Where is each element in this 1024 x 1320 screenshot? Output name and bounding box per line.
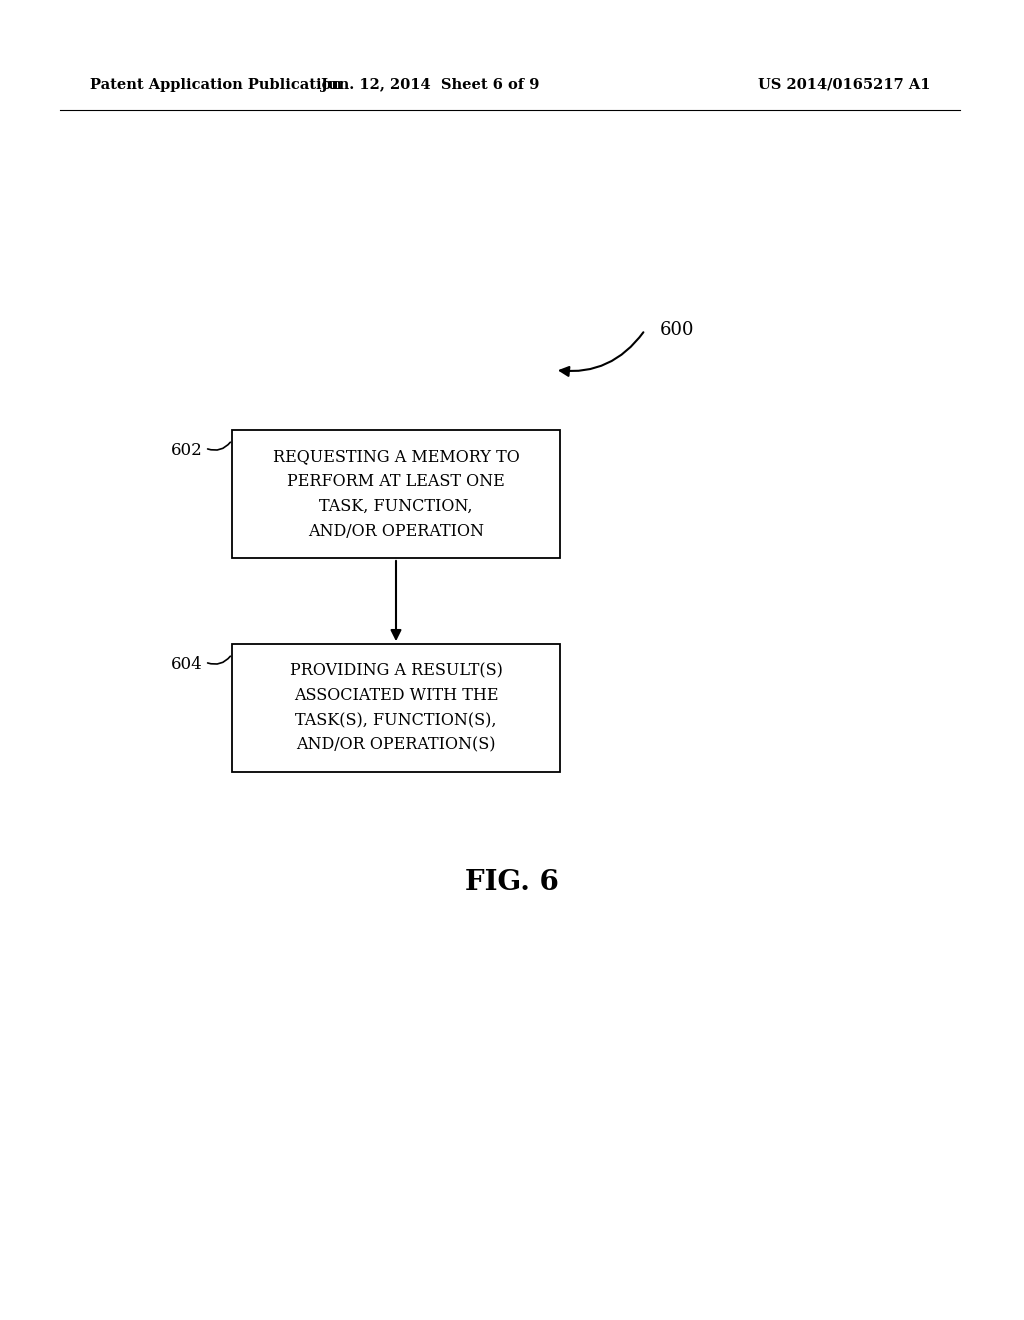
Text: 604: 604 <box>171 656 203 673</box>
Text: Jun. 12, 2014  Sheet 6 of 9: Jun. 12, 2014 Sheet 6 of 9 <box>321 78 540 92</box>
Bar <box>232 644 560 772</box>
Text: REQUESTING A MEMORY TO
PERFORM AT LEAST ONE
TASK, FUNCTION,
AND/OR OPERATION: REQUESTING A MEMORY TO PERFORM AT LEAST … <box>272 449 519 540</box>
Text: Patent Application Publication: Patent Application Publication <box>90 78 342 92</box>
Text: PROVIDING A RESULT(S)
ASSOCIATED WITH THE
TASK(S), FUNCTION(S),
AND/OR OPERATION: PROVIDING A RESULT(S) ASSOCIATED WITH TH… <box>290 663 503 754</box>
Bar <box>232 430 560 558</box>
Text: FIG. 6: FIG. 6 <box>465 869 559 895</box>
Text: US 2014/0165217 A1: US 2014/0165217 A1 <box>758 78 930 92</box>
Text: 602: 602 <box>171 442 203 459</box>
Text: 600: 600 <box>660 321 694 339</box>
